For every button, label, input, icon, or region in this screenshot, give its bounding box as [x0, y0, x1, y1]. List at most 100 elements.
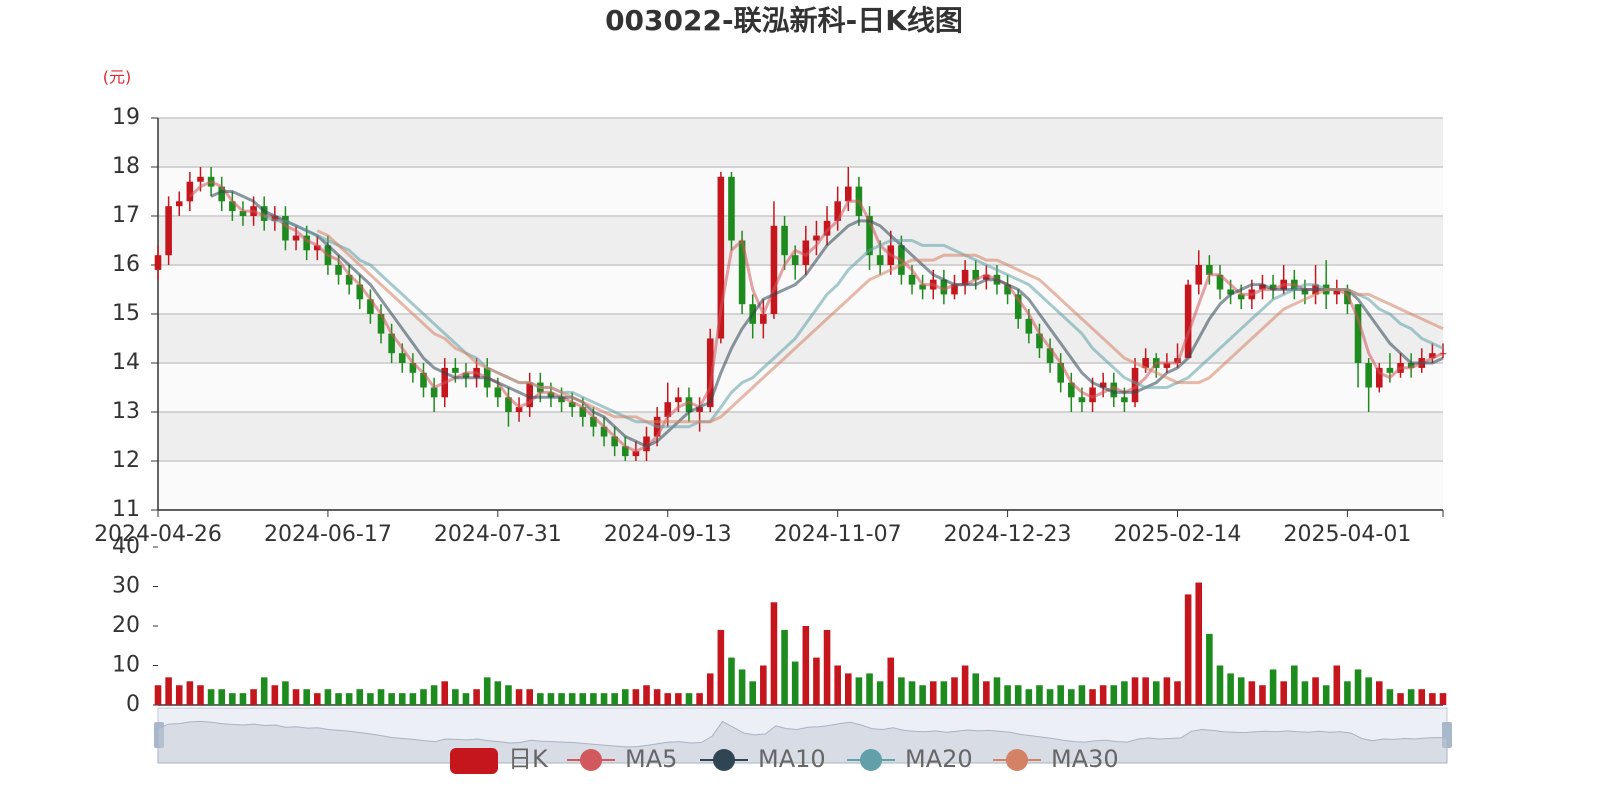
- y-unit-label: (元): [103, 68, 132, 87]
- volume-y-tick-label: 30: [112, 574, 140, 599]
- y-tick-label: 14: [112, 350, 140, 375]
- candle-body: [728, 176, 735, 241]
- candle-body: [367, 299, 374, 314]
- volume-bar: [186, 681, 194, 705]
- volume-bar: [951, 677, 958, 705]
- candle-body: [1429, 353, 1436, 359]
- volume-bar: [813, 657, 820, 705]
- volume-bar: [239, 693, 247, 705]
- volume-bar: [1429, 693, 1436, 705]
- candle-body: [505, 397, 512, 412]
- volume-bar: [749, 681, 757, 705]
- candle-body: [717, 176, 725, 339]
- volume-bar: [983, 681, 990, 705]
- x-tick-label: 2024-07-31: [434, 522, 562, 547]
- volume-bar: [728, 657, 735, 705]
- volume-bar: [409, 693, 417, 705]
- volume-bar: [165, 677, 172, 705]
- candle-body: [292, 235, 300, 241]
- volume-bar: [579, 693, 587, 705]
- x-tick-label: 2024-11-07: [774, 522, 902, 547]
- volume-bar: [505, 685, 512, 705]
- legend-item[interactable]: 日K: [450, 745, 549, 774]
- candle-body: [643, 436, 650, 452]
- legend-marker: [1006, 749, 1028, 771]
- candle-body: [1131, 367, 1139, 403]
- candle-body: [1142, 358, 1149, 368]
- volume-bar: [1227, 673, 1234, 705]
- candle-body: [940, 279, 948, 295]
- volume-bar: [611, 693, 618, 705]
- candle-body: [1099, 382, 1107, 388]
- volume-bar: [207, 689, 215, 705]
- candle-body: [951, 284, 958, 295]
- volume-bar: [377, 689, 385, 705]
- volume-bar: [866, 673, 873, 705]
- legend-item[interactable]: MA30: [993, 745, 1119, 773]
- volume-bar: [1259, 685, 1266, 705]
- y-tick-label: 11: [112, 497, 140, 522]
- ma-line: [316, 229, 1444, 424]
- candle-body: [1227, 289, 1234, 295]
- volume-bar: [1386, 689, 1394, 705]
- volume-bar: [175, 685, 183, 705]
- volume-bar: [738, 669, 746, 705]
- candle-body: [675, 397, 682, 403]
- candle-body: [961, 269, 969, 285]
- candle-body: [1014, 294, 1022, 319]
- candle-body: [398, 353, 406, 363]
- candle-body: [685, 397, 693, 412]
- volume-bar: [452, 689, 459, 705]
- volume-bar: [335, 693, 342, 705]
- volume-bar: [1206, 633, 1213, 705]
- volume-bar: [1312, 677, 1319, 705]
- legend-marker: [713, 749, 735, 771]
- volume-bar: [568, 693, 576, 705]
- volume-bar: [1354, 669, 1362, 705]
- candle-body: [1078, 397, 1086, 403]
- volume-bar: [802, 626, 810, 705]
- volume-bar: [388, 693, 395, 705]
- candle-body: [409, 363, 417, 373]
- volume-bar: [961, 665, 969, 705]
- volume-bar: [887, 657, 895, 705]
- volume-bar: [1057, 685, 1064, 705]
- volume-bar: [154, 685, 162, 705]
- volume-bar: [229, 693, 236, 705]
- volume-bar: [855, 677, 863, 705]
- volume-bar: [1280, 681, 1287, 705]
- candle-body: [738, 240, 746, 305]
- volume-bar: [1089, 689, 1096, 705]
- volume-bar: [1397, 693, 1404, 705]
- candle-body: [526, 382, 533, 408]
- volume-bar: [1365, 677, 1372, 705]
- grid-band: [158, 167, 1443, 216]
- candle-body: [303, 235, 310, 251]
- volume-bar: [537, 693, 544, 705]
- candle-body: [314, 245, 321, 251]
- candle-body: [218, 186, 226, 202]
- candle-body: [515, 407, 523, 412]
- y-tick-label: 17: [112, 203, 140, 228]
- candle-body: [1110, 382, 1118, 398]
- legend-item[interactable]: MA10: [700, 745, 826, 773]
- candle-body: [1121, 397, 1128, 403]
- volume-bar: [706, 673, 714, 705]
- grid-band: [158, 363, 1443, 412]
- candle-body: [229, 201, 236, 212]
- volume-bar: [1142, 677, 1149, 705]
- candle-body: [876, 255, 884, 265]
- candle-body: [823, 220, 831, 236]
- candle-body: [1386, 367, 1394, 373]
- volume-bar: [526, 689, 533, 705]
- candle-body: [1333, 289, 1341, 295]
- candle-body: [1365, 363, 1372, 388]
- legend-item[interactable]: MA5: [567, 745, 677, 773]
- candle-body: [197, 176, 204, 182]
- candle-body: [462, 372, 470, 378]
- volume-bar: [356, 689, 364, 705]
- legend-item[interactable]: MA20: [847, 745, 973, 773]
- volume-bar: [972, 673, 980, 705]
- candle-body: [175, 201, 183, 207]
- volume-bar: [664, 693, 672, 705]
